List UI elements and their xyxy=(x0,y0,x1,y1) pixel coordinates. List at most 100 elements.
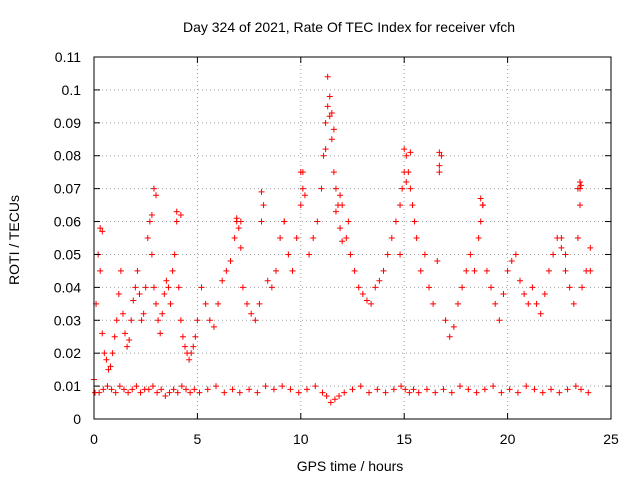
data-point xyxy=(349,386,356,393)
data-point xyxy=(204,386,211,393)
data-point xyxy=(113,317,120,324)
data-point xyxy=(382,389,389,396)
data-point xyxy=(587,267,594,274)
data-point xyxy=(403,152,410,159)
y-tick-labels: 0 0.01 0.02 0.03 0.04 0.05 0.06 0.07 0.08 0.09 0.1… xyxy=(54,49,81,427)
data-point xyxy=(279,383,286,390)
data-point xyxy=(446,333,453,340)
data-point xyxy=(434,258,441,265)
data-point xyxy=(430,300,437,307)
data-point xyxy=(287,386,294,393)
data-point xyxy=(181,343,188,350)
data-point xyxy=(512,251,519,258)
data-point xyxy=(525,300,532,307)
data-point xyxy=(529,284,536,291)
data-point xyxy=(397,202,404,209)
data-point xyxy=(101,350,108,357)
data-point xyxy=(289,267,296,274)
data-point xyxy=(572,383,579,390)
data-point xyxy=(146,218,153,225)
data-point xyxy=(366,389,373,396)
data-point xyxy=(578,182,585,189)
data-point xyxy=(312,383,319,390)
data-point xyxy=(399,185,406,192)
data-point xyxy=(295,389,302,396)
data-point xyxy=(330,126,337,133)
data-point xyxy=(103,356,110,363)
data-point xyxy=(368,300,375,307)
data-point xyxy=(423,386,430,393)
data-points xyxy=(91,73,594,406)
data-point xyxy=(154,389,161,396)
data-point xyxy=(301,192,308,199)
data-point xyxy=(477,195,484,202)
data-point xyxy=(233,215,240,222)
x-tick-label: 5 xyxy=(194,431,202,447)
data-point xyxy=(258,218,265,225)
data-point xyxy=(166,389,173,396)
data-point xyxy=(463,267,470,274)
y-tick-label: 0.06 xyxy=(54,214,81,230)
data-point xyxy=(237,218,244,225)
data-point xyxy=(574,235,581,241)
data-point xyxy=(436,149,443,156)
data-point xyxy=(206,317,213,324)
data-point xyxy=(471,267,478,274)
data-point xyxy=(570,300,577,307)
y-tick-label: 0.09 xyxy=(54,115,81,131)
y-tick-label: 0.08 xyxy=(54,148,81,164)
data-point xyxy=(107,363,114,370)
data-point xyxy=(235,225,242,232)
data-point xyxy=(239,284,246,291)
data-point xyxy=(158,386,165,393)
data-point xyxy=(488,284,495,291)
data-point xyxy=(390,386,397,393)
data-point xyxy=(122,330,129,337)
data-point xyxy=(548,386,555,393)
data-point xyxy=(341,389,348,396)
data-point xyxy=(237,244,244,251)
data-point xyxy=(357,383,364,390)
data-point xyxy=(587,244,594,251)
data-point xyxy=(314,218,321,225)
data-point xyxy=(398,383,405,390)
data-point xyxy=(219,277,226,284)
data-point xyxy=(140,310,147,317)
data-point xyxy=(196,389,203,396)
data-point xyxy=(256,300,263,307)
data-point xyxy=(343,235,350,241)
data-point xyxy=(467,251,474,258)
data-point xyxy=(297,169,304,176)
data-point xyxy=(272,267,279,274)
data-point xyxy=(183,386,190,393)
data-point xyxy=(260,202,267,209)
data-point xyxy=(521,290,528,297)
data-point xyxy=(244,300,251,307)
data-point xyxy=(179,333,186,340)
data-point xyxy=(144,235,151,241)
data-point xyxy=(281,218,288,225)
data-point xyxy=(578,386,585,393)
data-point xyxy=(579,284,586,291)
y-tick-label: 0.03 xyxy=(54,312,81,328)
grid-lines xyxy=(94,57,611,419)
data-point xyxy=(576,185,583,192)
y-tick-label: 0.04 xyxy=(54,279,81,295)
data-point xyxy=(517,277,524,284)
data-point xyxy=(401,146,408,153)
y-tick-label: 0.02 xyxy=(54,345,81,361)
data-point xyxy=(384,251,391,258)
data-point xyxy=(173,218,180,225)
data-point xyxy=(293,235,300,241)
data-point xyxy=(558,235,565,241)
data-point xyxy=(231,235,238,241)
data-point xyxy=(339,238,346,245)
data-point xyxy=(138,317,145,324)
data-point xyxy=(270,386,277,393)
data-point xyxy=(229,386,236,393)
x-tick-label: 0 xyxy=(90,431,98,447)
data-point xyxy=(192,333,199,340)
data-point xyxy=(246,386,253,393)
data-point xyxy=(299,185,306,192)
data-point xyxy=(337,192,344,199)
